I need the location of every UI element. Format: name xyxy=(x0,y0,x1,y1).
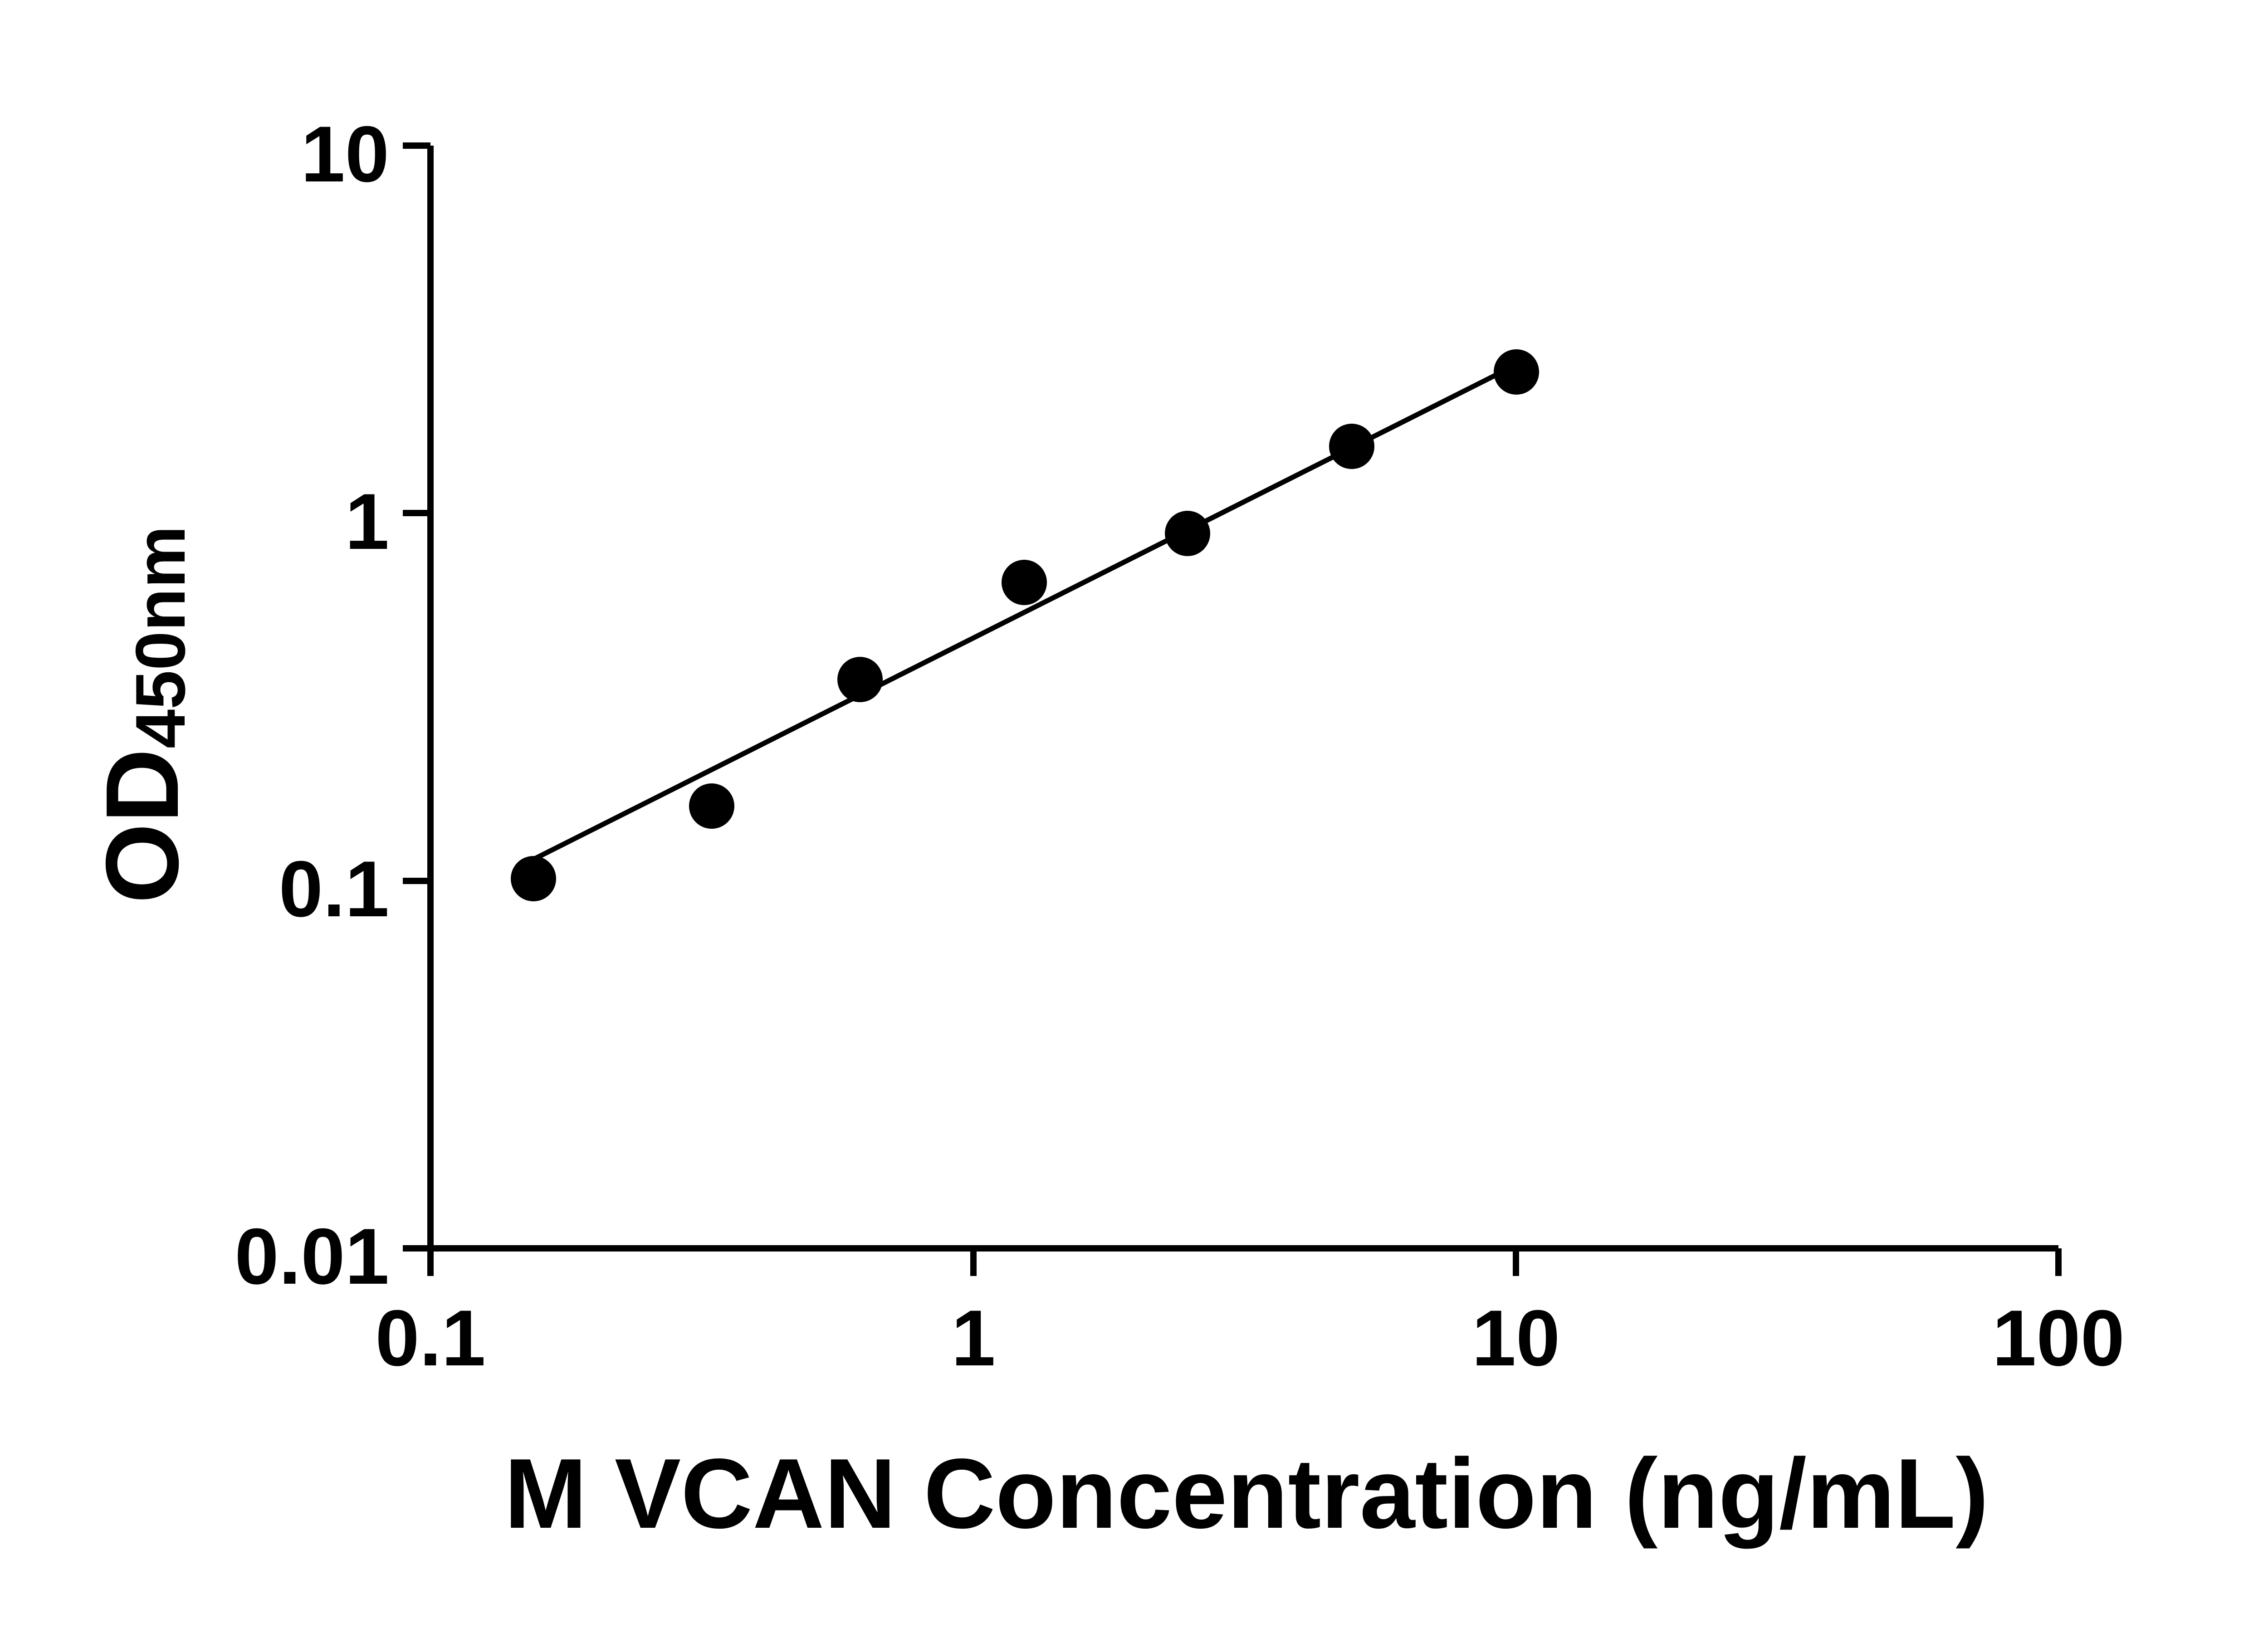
svg-text:100: 100 xyxy=(1992,1294,2125,1383)
svg-text:1: 1 xyxy=(951,1294,995,1383)
svg-text:0.1: 0.1 xyxy=(375,1294,485,1383)
svg-text:0.1: 0.1 xyxy=(279,845,389,934)
svg-text:1: 1 xyxy=(345,478,389,566)
svg-text:10: 10 xyxy=(301,110,389,199)
svg-text:M VCAN Concentration (ng/mL): M VCAN Concentration (ng/mL) xyxy=(504,1438,1989,1549)
svg-text:0.01: 0.01 xyxy=(235,1213,389,1301)
svg-text:10: 10 xyxy=(1472,1294,1560,1383)
